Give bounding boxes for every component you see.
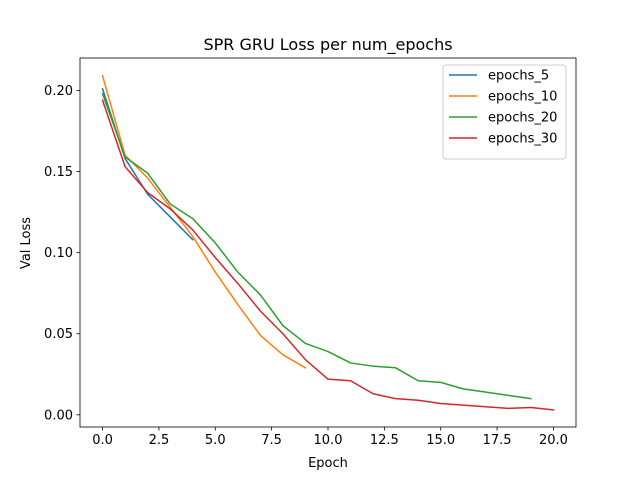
y-tick-label: 0.10	[44, 246, 73, 261]
x-tick-label: 0.0	[92, 433, 113, 448]
x-tick-label: 7.5	[261, 433, 282, 448]
y-tick-label: 0.05	[44, 327, 73, 342]
chart-title: SPR GRU Loss per num_epochs	[203, 35, 452, 55]
x-tick-label: 15.0	[426, 433, 455, 448]
y-tick-label: 0.20	[44, 84, 73, 99]
x-axis-label: Epoch	[308, 456, 348, 471]
legend-label-epochs_5: epochs_5	[488, 69, 549, 84]
legend-label-epochs_10: epochs_10	[488, 90, 557, 105]
x-tick-label: 2.5	[149, 433, 170, 448]
x-tick-label: 5.0	[205, 433, 226, 448]
x-tick-label: 17.5	[483, 433, 512, 448]
y-axis-label: Val Loss	[19, 217, 34, 269]
y-tick-label: 0.15	[44, 165, 73, 180]
legend-box	[442, 64, 567, 160]
y-tick-label: 0.00	[44, 408, 73, 423]
x-tick-label: 20.0	[539, 433, 568, 448]
x-tick-label: 12.5	[370, 433, 399, 448]
series-line-epochs_20	[101, 92, 532, 400]
series-line-epochs_30	[101, 99, 555, 411]
x-tick-label: 10.0	[314, 433, 343, 448]
legend-label-epochs_20: epochs_20	[488, 111, 557, 126]
legend-label-epochs_30: epochs_30	[488, 132, 557, 147]
plot-area: 0.0 2.5 5.0 7.5 10.0 12.5 15.0 17.5 20.0 0.00 0.05…	[44, 57, 577, 448]
series-line-epochs_10	[101, 74, 307, 369]
